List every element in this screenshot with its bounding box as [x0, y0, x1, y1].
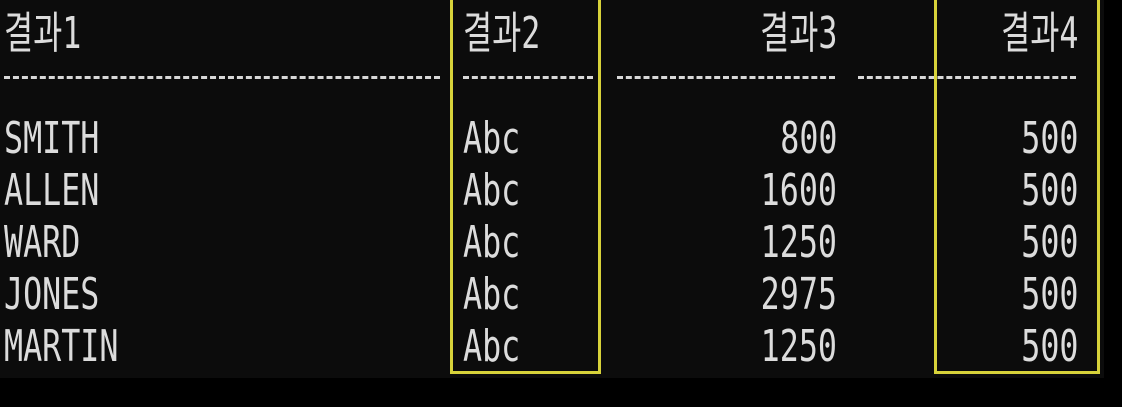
- column-separator-1: [4, 76, 440, 79]
- column-separator-2: [463, 76, 593, 79]
- cell-row2-col1: ALLEN: [4, 165, 100, 216]
- cell-row1-col1: SMITH: [4, 113, 100, 164]
- cell-row4-col4: 500: [1020, 269, 1078, 320]
- column-header-4: 결과4: [1000, 8, 1078, 59]
- column-separator-4: [858, 76, 1076, 79]
- cell-row1-col3: 800: [779, 113, 837, 164]
- cell-row2-col4: 500: [1020, 165, 1078, 216]
- cell-row3-col4: 500: [1020, 217, 1078, 268]
- highlight-box-column-4: [934, 0, 1100, 374]
- cell-row5-col4: 500: [1020, 321, 1078, 372]
- cell-row3-col3: 1250: [760, 217, 837, 268]
- cell-row5-col2: Abc: [463, 321, 521, 372]
- highlight-box-column-2: [450, 0, 601, 374]
- cell-row3-col2: Abc: [463, 217, 521, 268]
- column-header-2: 결과2: [463, 8, 541, 59]
- cell-row4-col3: 2975: [760, 269, 837, 320]
- cell-row1-col2: Abc: [463, 113, 521, 164]
- column-header-1: 결과1: [4, 8, 82, 59]
- cell-row5-col3: 1250: [760, 321, 837, 372]
- cell-row1-col4: 500: [1020, 113, 1078, 164]
- cell-row2-col3: 1600: [760, 165, 837, 216]
- cell-row4-col2: Abc: [463, 269, 521, 320]
- column-header-3: 결과3: [759, 8, 837, 59]
- cell-row4-col1: JONES: [4, 269, 100, 320]
- column-separator-3: [617, 76, 835, 79]
- cell-row3-col1: WARD: [4, 217, 81, 268]
- cell-row2-col2: Abc: [463, 165, 521, 216]
- sql-result-output: 결과1 결과2 결과3 결과4 SMITH Abc 800 500 ALLEN …: [0, 0, 1104, 378]
- cell-row5-col1: MARTIN: [4, 321, 119, 372]
